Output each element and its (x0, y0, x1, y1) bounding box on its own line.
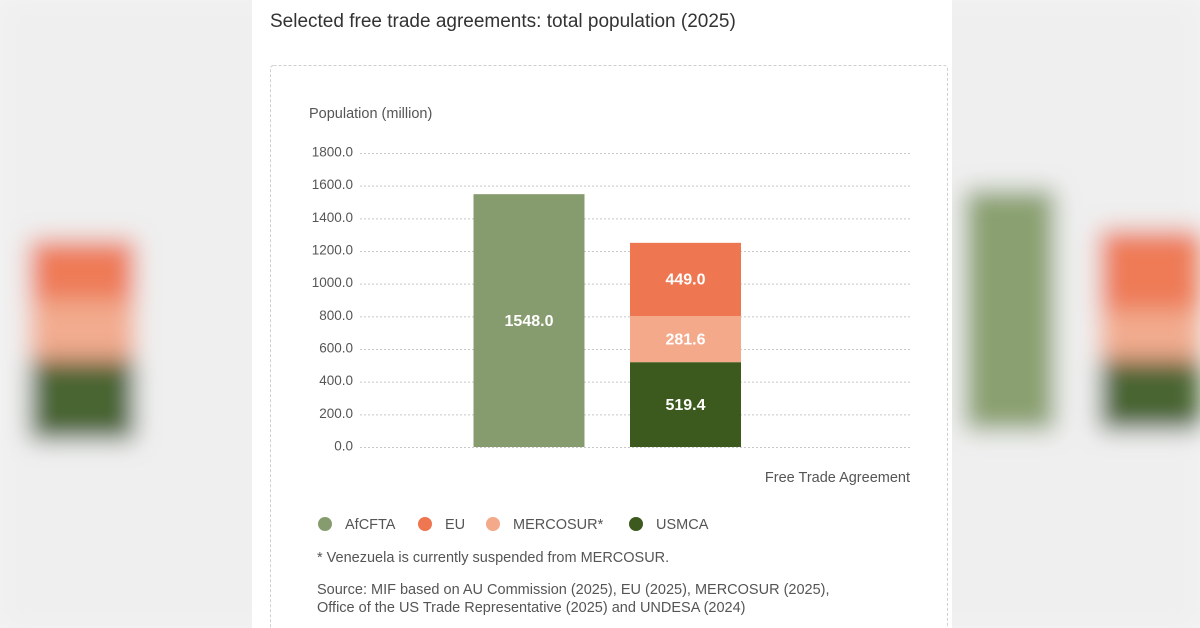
value-label: 519.4 (665, 397, 705, 414)
y-tick-label: 0.0 (334, 439, 353, 454)
x-axis-title: Free Trade Agreement (765, 470, 910, 486)
y-tick-label: 400.0 (319, 373, 353, 388)
y-tick-label: 1200.0 (312, 243, 353, 258)
legend-marker (318, 517, 332, 531)
y-tick-label: 1400.0 (312, 210, 353, 225)
y-tick-label: 1800.0 (312, 145, 353, 160)
bar-segment (630, 242, 741, 317)
legend-label: USMCA (656, 517, 709, 533)
footnote: * Venezuela is currently suspended from … (317, 550, 669, 566)
legend-label: AfCFTA (345, 517, 396, 533)
bar-segment (473, 194, 585, 447)
source: Source: MIF based on AU Commission (2025… (317, 582, 830, 598)
y-tick-label: 1000.0 (312, 275, 353, 290)
y-tick-label: 1600.0 (312, 177, 353, 192)
y-tick-label: 600.0 (319, 341, 353, 356)
legend-marker (418, 517, 432, 531)
chart-title: Selected free trade agreements: total po… (270, 11, 736, 32)
value-label: 281.6 (665, 331, 705, 348)
bar-segment (630, 316, 741, 363)
panel (252, 0, 952, 628)
source: Office of the US Trade Representative (2… (317, 600, 746, 616)
legend-marker (486, 517, 500, 531)
value-label: 1548.0 (505, 313, 554, 330)
legend-label: MERCOSUR* (513, 517, 604, 533)
legend-marker (629, 517, 643, 531)
legend-label: EU (445, 517, 465, 533)
y-tick-label: 800.0 (319, 308, 353, 323)
y-axis-title: Population (million) (309, 106, 432, 122)
bar-segment (630, 362, 741, 447)
card (270, 65, 948, 628)
value-label: 449.0 (665, 272, 705, 289)
y-tick-label: 200.0 (319, 406, 353, 421)
